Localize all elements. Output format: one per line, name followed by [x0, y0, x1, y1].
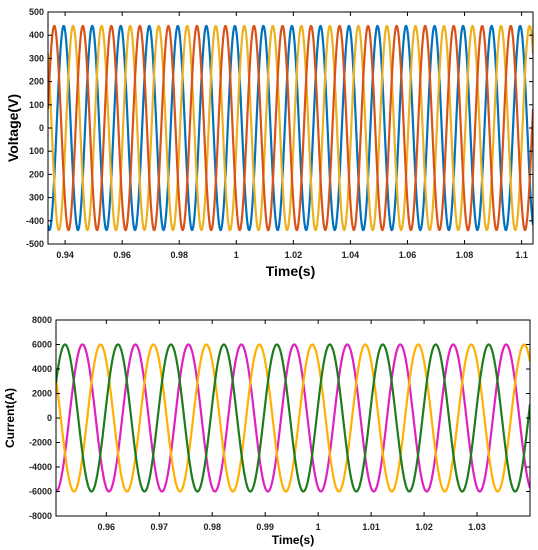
- current-x-tick-label: 1.03: [468, 522, 486, 532]
- voltage-x-tick-label: 0.98: [170, 250, 188, 260]
- current-y-tick-label: -2000: [29, 438, 52, 448]
- voltage-y-axis-label: Voltage(V): [5, 94, 21, 162]
- current-y-tick-label: 8000: [32, 315, 52, 325]
- voltage-y-tick-label: 400: [29, 30, 44, 40]
- current-x-tick-label: 0.97: [151, 522, 169, 532]
- current-y-tick-label: -6000: [29, 487, 52, 497]
- voltage-series-0: [48, 24, 533, 232]
- current-curves: [56, 343, 530, 493]
- voltage-y-tick-label: 500: [29, 7, 44, 17]
- voltage-x-tick-label: 0.94: [56, 250, 74, 260]
- voltage-x-tick-label: 1.06: [399, 250, 417, 260]
- current-series-1: [56, 343, 530, 493]
- voltage-y-tick-label: 100: [29, 146, 44, 156]
- voltage-x-tick-label: 1.04: [342, 250, 360, 260]
- current-y-axis-label: Current(A): [3, 388, 17, 448]
- voltage-chart: 0.94 0.96 0.98 1 1.02 1.04 1.06 1.08 1.1 500 400 30…: [5, 7, 534, 279]
- current-series-0: [56, 343, 530, 493]
- current-x-tick-label: 1.01: [362, 522, 380, 532]
- current-y-tick-label: 0: [47, 413, 52, 423]
- voltage-y-tick-label: -500: [26, 239, 44, 249]
- voltage-x-tick-label: 1: [234, 250, 239, 260]
- current-x-tick-label: 0.96: [98, 522, 116, 532]
- voltage-y-tick-label: 200: [29, 169, 44, 179]
- current-y-tick-label: 2000: [32, 389, 52, 399]
- voltage-y-tick-label: 300: [29, 193, 44, 203]
- voltage-curves: [48, 24, 533, 232]
- current-plot-area: [56, 320, 530, 516]
- current-x-tick-label: 0.98: [203, 522, 221, 532]
- current-y-tick-label: -4000: [29, 462, 52, 472]
- current-x-axis-label: Time(s): [272, 533, 314, 547]
- voltage-y-tick-label: 200: [29, 77, 44, 87]
- current-x-tick-label: 1.02: [415, 522, 433, 532]
- voltage-x-tick-label: 1.02: [285, 250, 303, 260]
- current-x-tick-label: 0.99: [256, 522, 274, 532]
- current-y-tick-label: -8000: [29, 511, 52, 521]
- voltage-x-tick-label: 1.1: [515, 250, 528, 260]
- voltage-x-axis-label: Time(s): [266, 263, 316, 279]
- current-y-tick-label: 4000: [32, 364, 52, 374]
- current-chart: 0.96 0.97 0.98 0.99 1 1.01 1.02 1.03 8000 6000 400…: [3, 315, 531, 547]
- voltage-y-tick-label: 300: [29, 53, 44, 63]
- voltage-x-tick-label: 0.96: [113, 250, 131, 260]
- voltage-y-tick-label: -400: [26, 216, 44, 226]
- current-series-2: [56, 343, 530, 493]
- current-y-tick-label: 6000: [32, 340, 52, 350]
- voltage-series-1: [48, 24, 533, 232]
- voltage-series-2: [48, 24, 533, 232]
- voltage-y-tick-label: 0: [39, 123, 44, 133]
- voltage-x-tick-label: 1.08: [456, 250, 474, 260]
- current-x-tick-label: 1: [316, 522, 321, 532]
- voltage-y-tick-label: 100: [29, 100, 44, 110]
